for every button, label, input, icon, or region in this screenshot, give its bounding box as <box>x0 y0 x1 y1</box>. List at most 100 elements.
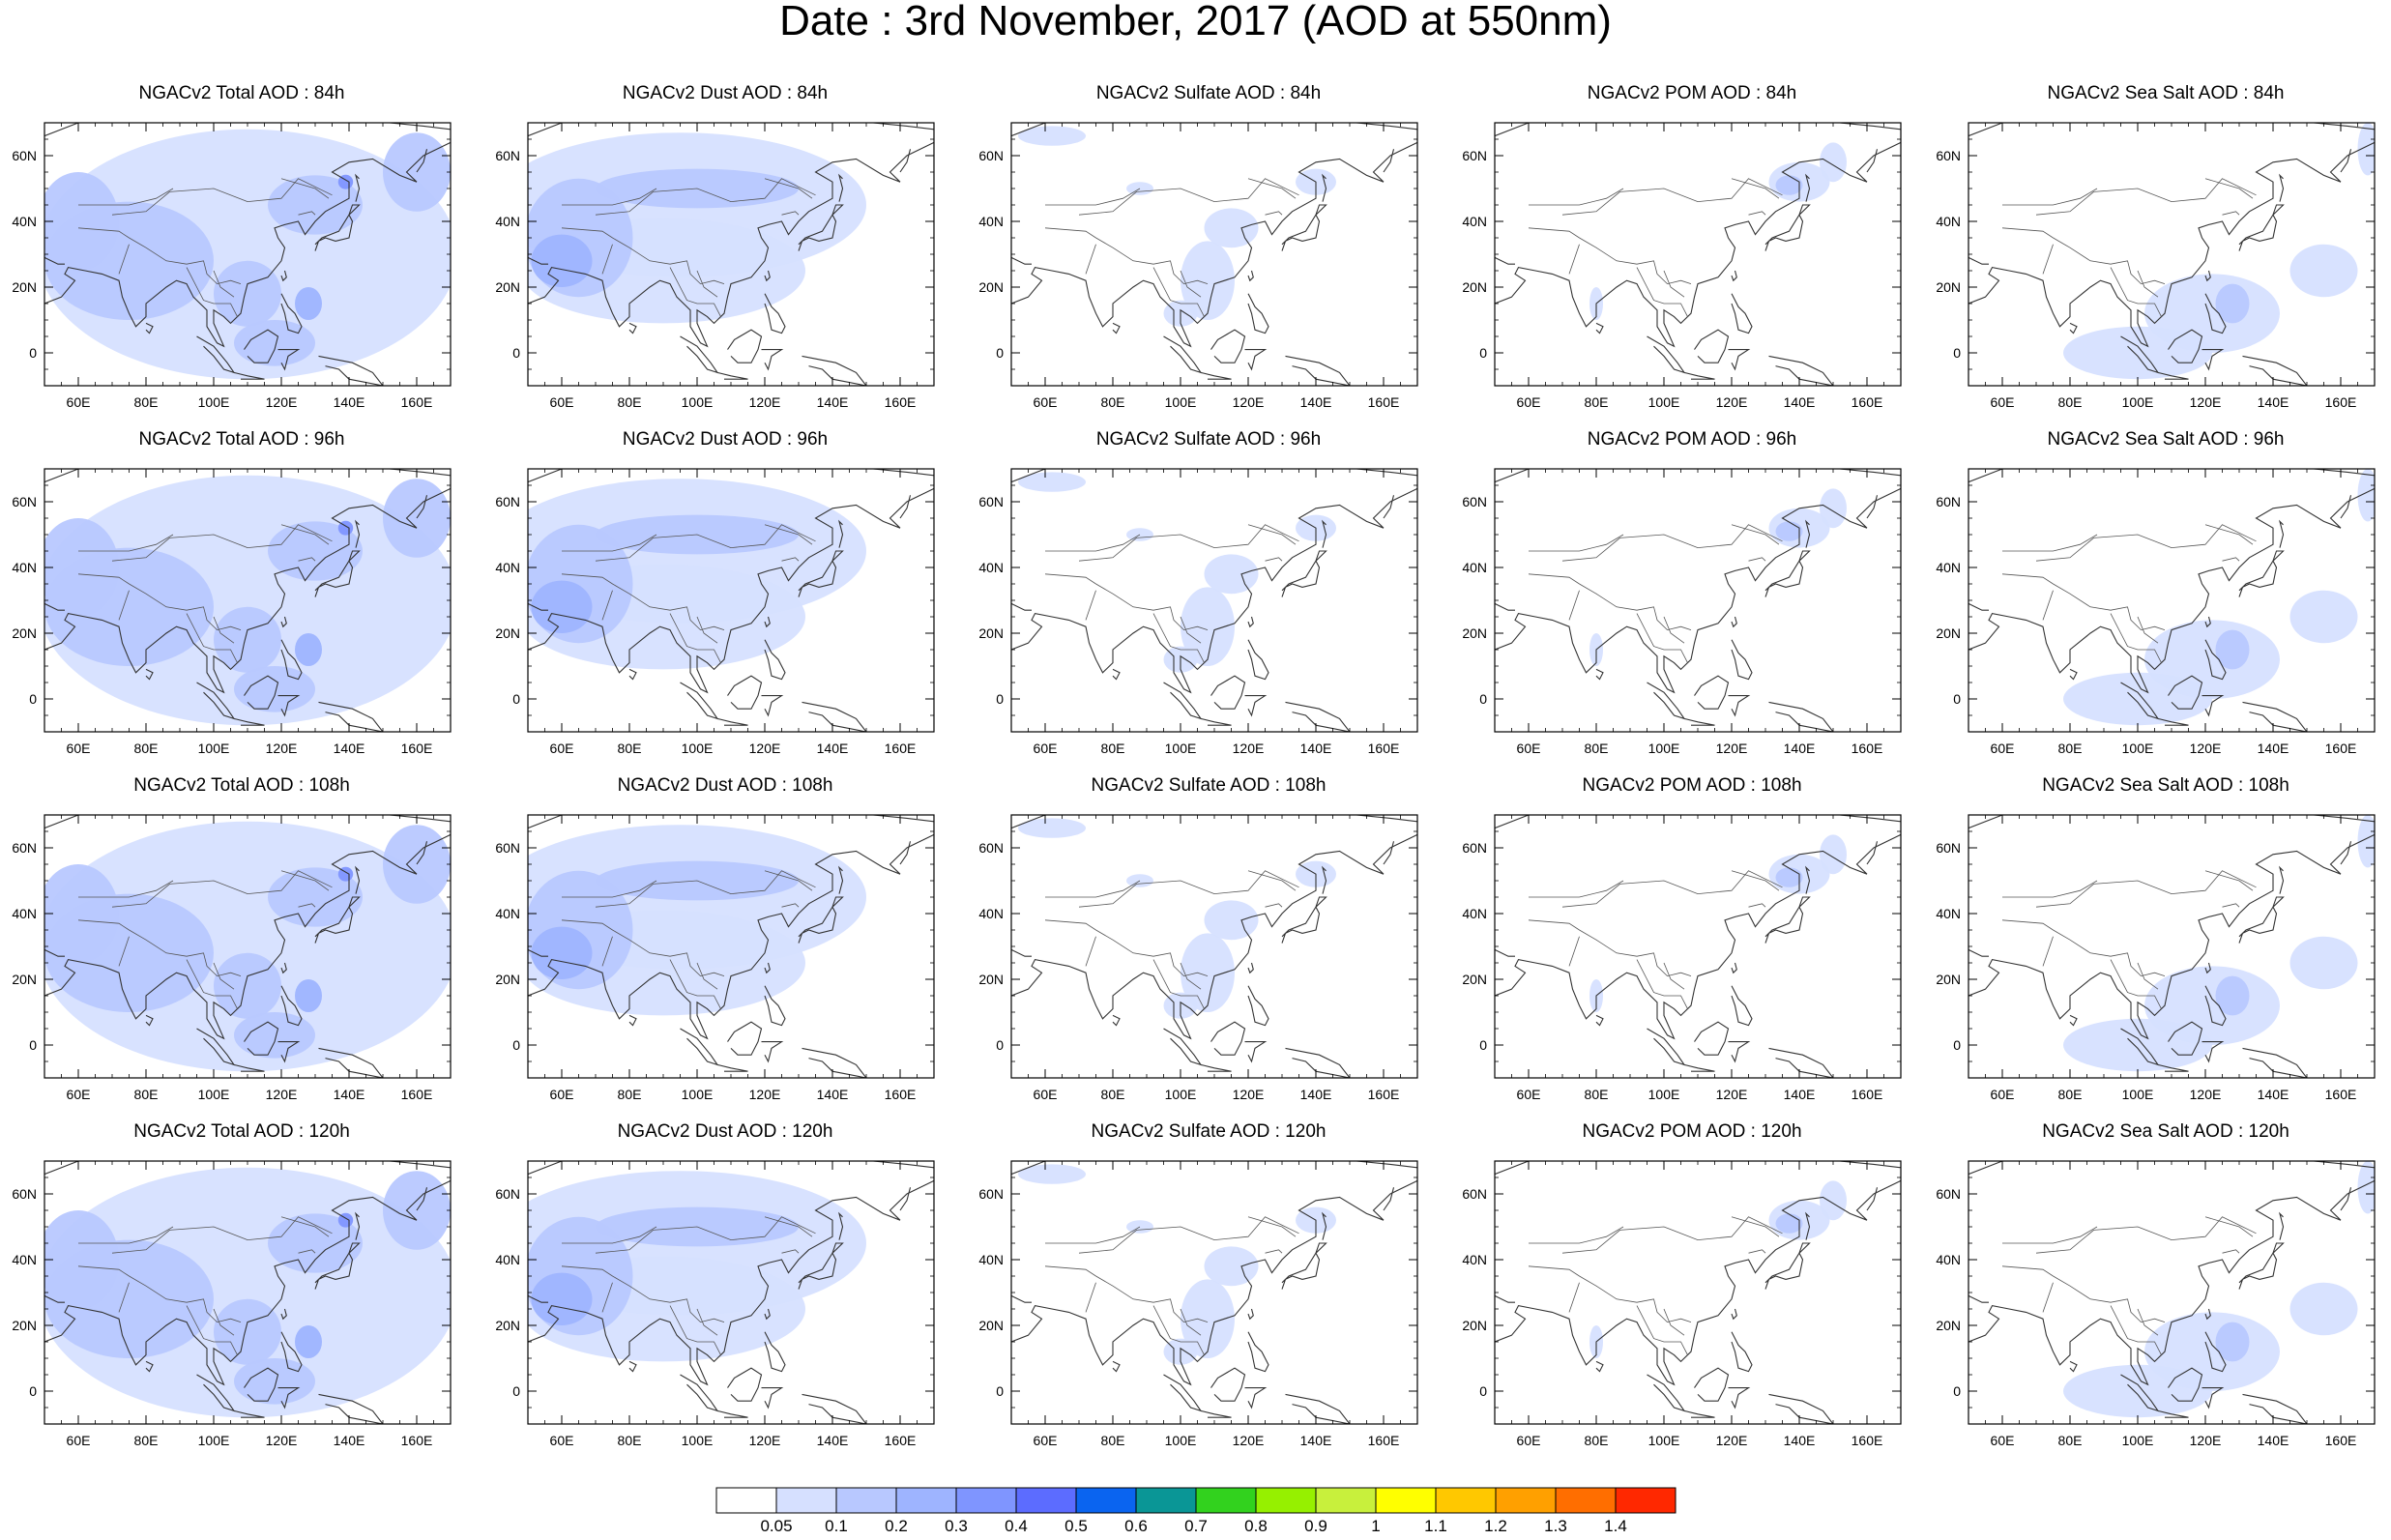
lat-tick-label: 60N <box>1936 840 1961 856</box>
map-panel-dust: NGACv2 Dust AOD : 84h 60N 40N 20N 0 60E 80E 100… <box>483 83 967 421</box>
country-border <box>2001 227 2166 285</box>
colorbar-swatch <box>775 1487 837 1514</box>
country-border <box>1568 936 1580 967</box>
country-border <box>562 534 657 552</box>
colorbar-label: 0.2 <box>885 1517 908 1535</box>
lat-tick-label: 0 <box>996 345 1004 361</box>
aod-blob <box>234 1358 315 1405</box>
lon-tick-label: 80E <box>134 1433 159 1448</box>
lon-tick-label: 60E <box>67 394 91 410</box>
country-border <box>562 1226 657 1244</box>
lat-tick-label: 60N <box>495 840 520 856</box>
coastline <box>44 123 451 137</box>
coastline <box>1968 256 1989 265</box>
coastline <box>1200 717 1232 726</box>
country-border <box>561 573 725 631</box>
aod-blob <box>295 287 322 320</box>
aod-blob <box>2215 1322 2250 1362</box>
country-border <box>561 227 725 285</box>
coastline <box>44 1161 451 1176</box>
lon-tick-label: 100E <box>2122 394 2154 410</box>
country-border <box>1247 1216 1297 1237</box>
coastline <box>1683 1063 1715 1072</box>
lon-tick-label: 60E <box>1034 1087 1058 1102</box>
country-border <box>1663 270 1685 298</box>
coastline <box>1495 602 1515 611</box>
map-panel-sulfate: NGACv2 Sulfate AOD : 108h 60N 40N 20N 0 60E 80… <box>967 775 1450 1114</box>
coastline <box>354 173 361 202</box>
coastline <box>1011 1179 1417 1386</box>
country-border <box>77 1265 242 1323</box>
lon-tick-label: 160E <box>2325 1087 2357 1102</box>
colorbar-swatch <box>1255 1487 1317 1514</box>
lon-tick-label: 140E <box>1784 1087 1816 1102</box>
coastline <box>764 639 786 681</box>
lon-tick-label: 140E <box>817 741 849 756</box>
coastline <box>1281 204 1327 251</box>
colorbar-swatch <box>1075 1487 1137 1514</box>
aod-blob <box>1181 587 1235 666</box>
coastline <box>761 1041 784 1063</box>
country-border <box>1636 267 1688 317</box>
coastline <box>899 149 912 173</box>
coastline <box>1495 487 1901 694</box>
lon-tick-label: 160E <box>885 1433 917 1448</box>
lon-tick-label: 140E <box>1784 394 1816 410</box>
lat-tick-label: 40N <box>1936 560 1961 575</box>
coastline <box>2242 701 2308 732</box>
lat-tick-label: 0 <box>29 1383 37 1399</box>
coastline <box>1694 329 1730 363</box>
map-panel-sulfate: NGACv2 Sulfate AOD : 84h 60N 40N 20N 0 60E 80E… <box>967 83 1450 421</box>
coastline <box>280 985 303 1027</box>
colorbar-swatch <box>835 1487 897 1514</box>
country-border <box>78 880 174 898</box>
panel-title: NGACv2 Total AOD : 120h <box>133 1121 350 1142</box>
lat-tick-label: 60N <box>978 840 1004 856</box>
lat-tick-label: 60N <box>1462 840 1487 856</box>
coastline <box>628 668 637 681</box>
coastline <box>1244 695 1268 717</box>
colorbar-swatch <box>1555 1487 1617 1514</box>
lon-tick-label: 120E <box>2190 741 2222 756</box>
country-border <box>1045 880 1141 898</box>
lon-tick-label: 120E <box>1233 394 1265 410</box>
map-panel-seasalt: NGACv2 Sea Salt AOD : 120h 60N 40N 20N 0 60E 8… <box>1924 1121 2391 1460</box>
coastline <box>1728 1041 1751 1063</box>
panel-title: NGACv2 Sulfate AOD : 96h <box>1095 429 1322 450</box>
map-plot: 60N 40N 20N 0 60E 80E 100E 120E 140E 160E <box>967 1147 1450 1460</box>
country-border <box>77 919 242 977</box>
coastline <box>837 519 844 548</box>
aod-field <box>1011 469 1417 732</box>
coastline <box>314 550 361 597</box>
country-border <box>1152 613 1205 663</box>
lon-tick-label: 100E <box>682 741 714 756</box>
coastline <box>1285 355 1351 386</box>
coastline <box>2069 668 2078 681</box>
lon-tick-label: 100E <box>2122 741 2154 756</box>
coastline <box>1968 487 2375 694</box>
country-border <box>2204 870 2254 891</box>
lon-tick-label: 60E <box>1517 1087 1541 1102</box>
coastline <box>1968 815 2375 829</box>
lon-tick-label: 100E <box>198 394 230 410</box>
country-border <box>781 903 800 908</box>
country-border <box>1152 267 1205 317</box>
coastline <box>145 1360 154 1373</box>
coastline <box>1112 1360 1121 1373</box>
panel-title: NGACv2 Dust AOD : 108h <box>617 775 833 796</box>
coastline <box>528 1161 934 1176</box>
coastline <box>1495 123 1901 137</box>
aod-blob <box>1181 1279 1235 1358</box>
lon-tick-label: 160E <box>1852 1433 1883 1448</box>
coastline <box>837 865 844 894</box>
coastline <box>798 896 844 944</box>
panel-title: NGACv2 Sulfate AOD : 108h <box>1091 775 1327 796</box>
coastline <box>416 495 428 519</box>
aod-blob <box>234 666 315 712</box>
coastline <box>44 469 451 483</box>
lat-tick-label: 60N <box>1462 494 1487 509</box>
lat-tick-label: 20N <box>1462 972 1487 987</box>
country-border <box>118 244 130 275</box>
lon-tick-label: 60E <box>1517 394 1541 410</box>
coastline <box>2242 1393 2308 1424</box>
